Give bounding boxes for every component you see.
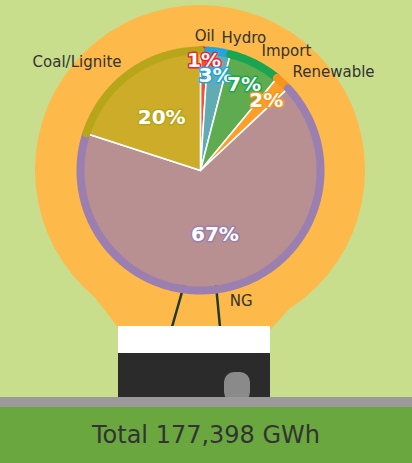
svg-text:NG: NG bbox=[230, 292, 253, 310]
svg-text:Import: Import bbox=[262, 42, 312, 60]
svg-text:Coal/Lignite: Coal/Lignite bbox=[33, 53, 122, 71]
svg-text:2%: 2% bbox=[249, 88, 283, 112]
svg-text:1%: 1% bbox=[187, 47, 221, 72]
svg-text:Hydro: Hydro bbox=[222, 29, 267, 47]
svg-text:Oil: Oil bbox=[195, 27, 215, 45]
svg-text:20%: 20% bbox=[138, 105, 186, 129]
html-text:Total 177,398 GWh: Total 177,398 GWh bbox=[92, 421, 320, 449]
svg-text:7%: 7% bbox=[227, 72, 262, 97]
svg-text:Renewable: Renewable bbox=[293, 63, 375, 81]
svg-text:67%: 67% bbox=[191, 222, 239, 246]
svg-text:3%: 3% bbox=[198, 63, 233, 88]
